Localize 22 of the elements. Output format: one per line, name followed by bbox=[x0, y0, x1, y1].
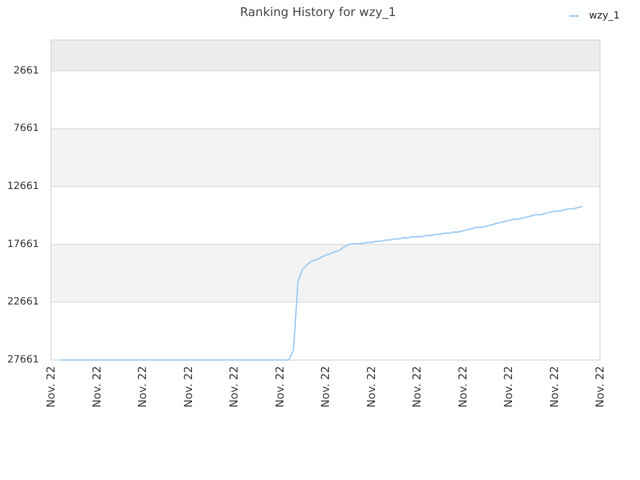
x-tick-label: Nov. 22 bbox=[44, 366, 58, 408]
y-tick-label: 12661 bbox=[7, 180, 39, 192]
line-series bbox=[60, 206, 582, 361]
chart-title: Ranking History for wzy_1 bbox=[240, 5, 396, 19]
y-tick-label: 22661 bbox=[7, 296, 39, 308]
y-tick-label: 27661 bbox=[7, 354, 39, 366]
x-tick-label: Nov. 22 bbox=[410, 366, 424, 408]
x-tick-label: Nov. 22 bbox=[182, 366, 195, 408]
x-tick-label: Nov. 22 bbox=[456, 366, 470, 408]
x-tick-label: Nov. 22 bbox=[594, 366, 606, 408]
x-tick-label: Nov. 22 bbox=[319, 366, 332, 408]
x-tick-label: Nov. 22 bbox=[548, 366, 561, 408]
x-tick-label: Nov. 22 bbox=[502, 366, 515, 408]
legend-label: wzy_1 bbox=[589, 10, 620, 22]
x-tick-label: Nov. 22 bbox=[136, 366, 149, 408]
y-tick-label: 17661 bbox=[7, 238, 39, 250]
y-tick-label: 2661 bbox=[14, 65, 39, 76]
x-tick-label: Nov. 22 bbox=[90, 366, 104, 408]
y-tick-label: 7661 bbox=[14, 123, 39, 134]
x-tick-label: Nov. 22 bbox=[364, 366, 378, 408]
x-tick-label: Nov. 22 bbox=[273, 366, 286, 408]
x-tick-label: Nov. 22 bbox=[228, 366, 240, 408]
